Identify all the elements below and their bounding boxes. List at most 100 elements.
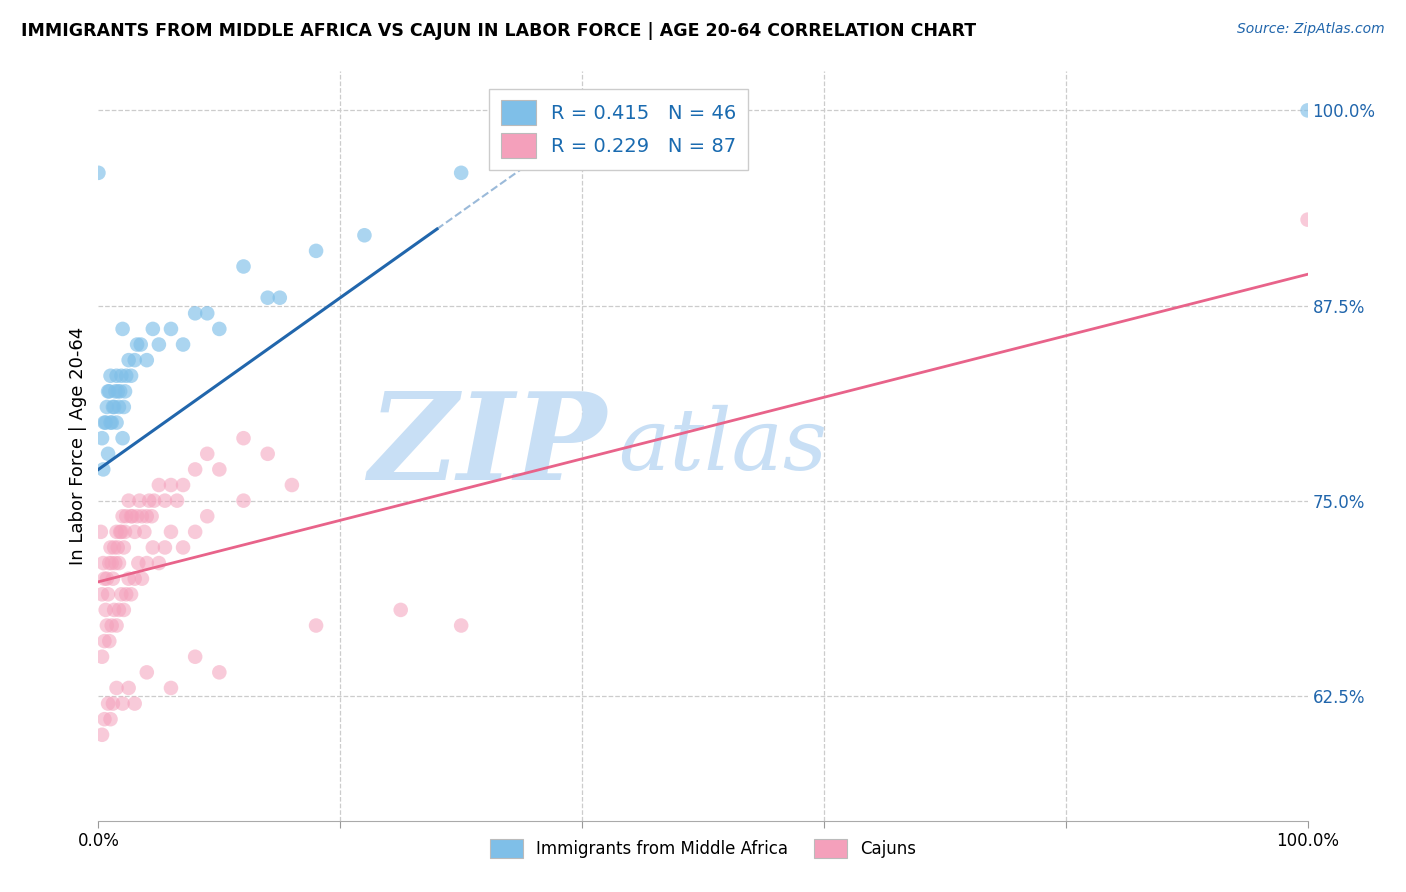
Point — [98, 634, 121, 648]
Point — [111, 322, 134, 336]
Point — [121, 509, 143, 524]
Point — [172, 337, 194, 351]
Point — [100, 541, 122, 555]
Point — [127, 556, 149, 570]
Point — [160, 322, 183, 336]
Point — [118, 353, 141, 368]
Point — [110, 587, 132, 601]
Point — [353, 228, 375, 243]
Point — [208, 665, 231, 680]
Point — [135, 665, 157, 680]
Point — [108, 400, 131, 414]
Point — [104, 556, 127, 570]
Point — [131, 509, 153, 524]
Point — [184, 649, 207, 664]
Point — [110, 524, 132, 539]
Point — [93, 634, 115, 648]
Point — [104, 384, 127, 399]
Point — [195, 306, 218, 320]
Point — [101, 572, 124, 586]
Point — [105, 368, 128, 383]
Point — [135, 509, 157, 524]
Point — [93, 572, 115, 586]
Point — [256, 447, 278, 461]
Point — [166, 493, 188, 508]
Point — [108, 384, 131, 399]
Point — [112, 400, 135, 414]
Point — [148, 337, 170, 351]
Point — [97, 697, 120, 711]
Point — [96, 572, 118, 586]
Point — [124, 353, 146, 368]
Point — [107, 541, 129, 555]
Point — [184, 306, 207, 320]
Point — [118, 493, 141, 508]
Point — [103, 400, 125, 414]
Point — [93, 712, 115, 726]
Point — [142, 541, 165, 555]
Point — [143, 493, 166, 508]
Point — [105, 524, 128, 539]
Legend: Immigrants from Middle Africa, Cajuns: Immigrants from Middle Africa, Cajuns — [484, 832, 922, 864]
Point — [256, 291, 278, 305]
Point — [108, 524, 131, 539]
Point — [96, 400, 118, 414]
Point — [114, 384, 136, 399]
Point — [111, 697, 134, 711]
Point — [232, 431, 254, 445]
Point — [389, 603, 412, 617]
Point — [120, 368, 142, 383]
Point — [124, 572, 146, 586]
Point — [450, 166, 472, 180]
Point — [98, 384, 121, 399]
Point — [115, 368, 138, 383]
Point — [97, 587, 120, 601]
Point — [120, 509, 142, 524]
Point — [91, 587, 114, 601]
Point — [134, 524, 156, 539]
Point — [148, 478, 170, 492]
Point — [127, 509, 149, 524]
Point — [118, 572, 141, 586]
Point — [195, 509, 218, 524]
Point — [131, 572, 153, 586]
Point — [97, 447, 120, 461]
Point — [100, 416, 122, 430]
Point — [184, 462, 207, 476]
Point — [160, 478, 183, 492]
Point — [281, 478, 304, 492]
Point — [118, 681, 141, 695]
Point — [232, 493, 254, 508]
Point — [107, 384, 129, 399]
Point — [100, 712, 122, 726]
Point — [112, 541, 135, 555]
Point — [184, 524, 207, 539]
Point — [305, 618, 328, 632]
Text: ZIP: ZIP — [368, 387, 606, 505]
Point — [100, 368, 122, 383]
Point — [105, 681, 128, 695]
Point — [101, 697, 124, 711]
Point — [172, 478, 194, 492]
Point — [208, 462, 231, 476]
Point — [91, 462, 114, 476]
Point — [148, 556, 170, 570]
Point — [120, 587, 142, 601]
Point — [208, 322, 231, 336]
Point — [94, 416, 117, 430]
Point — [127, 337, 149, 351]
Point — [160, 681, 183, 695]
Point — [141, 509, 163, 524]
Point — [160, 524, 183, 539]
Y-axis label: In Labor Force | Age 20-64: In Labor Force | Age 20-64 — [69, 326, 87, 566]
Point — [135, 353, 157, 368]
Point — [110, 368, 132, 383]
Point — [93, 416, 115, 430]
Point — [112, 603, 135, 617]
Point — [450, 618, 472, 632]
Point — [128, 493, 150, 508]
Point — [153, 493, 176, 508]
Point — [195, 447, 218, 461]
Point — [124, 524, 146, 539]
Point — [100, 416, 122, 430]
